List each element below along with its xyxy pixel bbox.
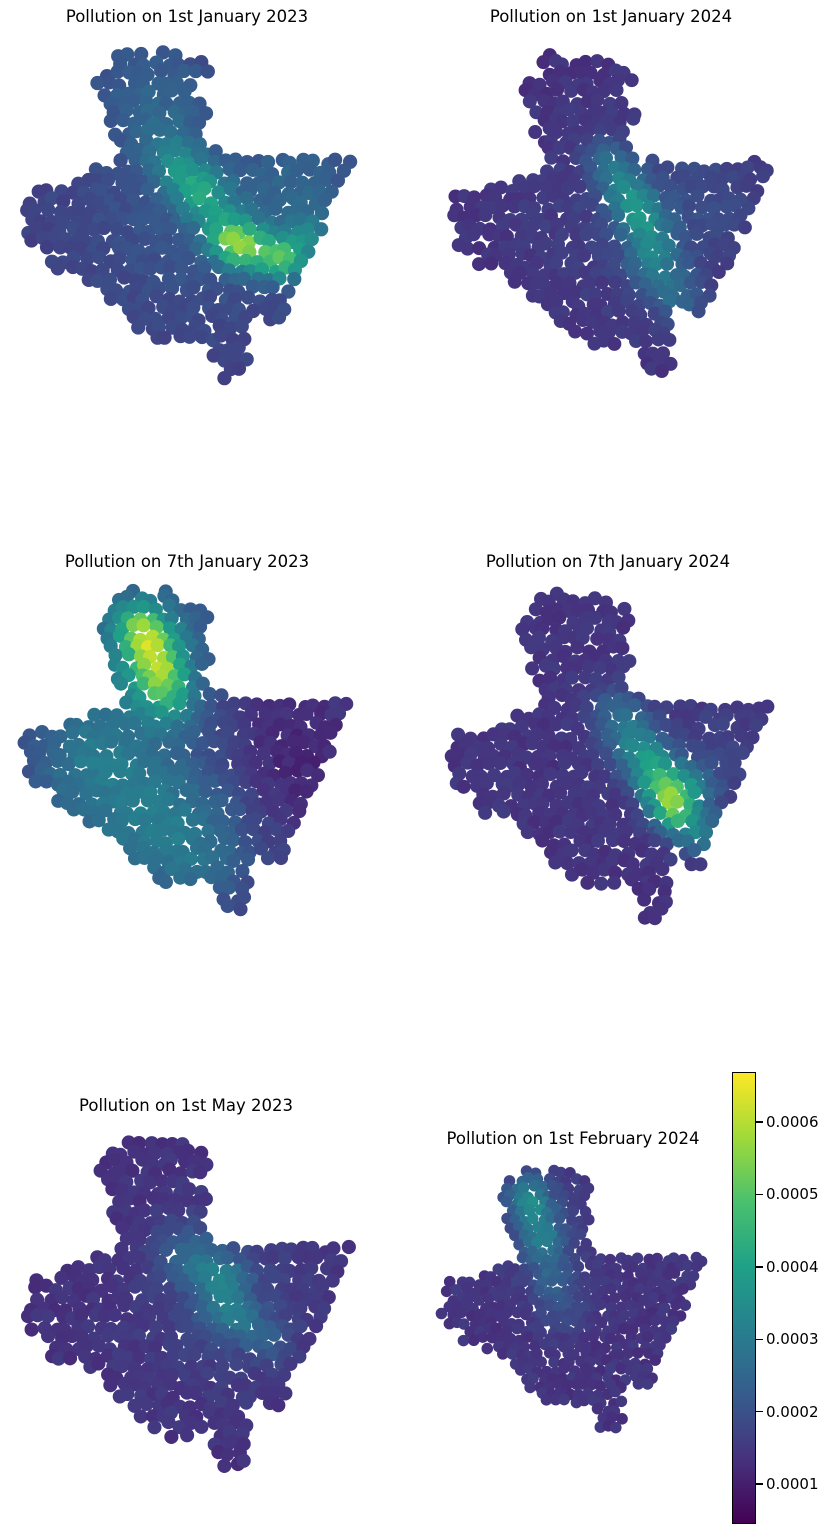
pollution-map-7th-january-2023: [13, 578, 363, 928]
colorbar-tick-label: 0.0002: [766, 1402, 819, 1421]
pollution-map-1st-january-2024: [438, 43, 785, 387]
pollution-map-7th-january-2024: [434, 580, 784, 930]
pollution-map-1st-may-2023: [12, 1122, 363, 1478]
map-title-7th-january-2024: Pollution on 7th January 2024: [485, 552, 731, 571]
map-title-1st-january-2024: Pollution on 1st January 2024: [489, 7, 733, 26]
map-title-7th-january-2023: Pollution on 7th January 2023: [64, 552, 310, 571]
colorbar-tick: [756, 1121, 763, 1123]
colorbar-tick: [756, 1266, 763, 1268]
colorbar-tick-label: 0.0003: [766, 1330, 819, 1349]
colorbar-gradient: [732, 1072, 756, 1524]
colorbar-tick-label: 0.0001: [766, 1475, 819, 1494]
colorbar-tick: [756, 1411, 763, 1413]
colorbar-tick-label: 0.0006: [766, 1112, 819, 1131]
pollution-map-1st-february-2024: [428, 1153, 718, 1443]
colorbar-tick: [756, 1193, 763, 1196]
colorbar-tick-label: 0.0005: [766, 1185, 819, 1204]
map-title-1st-may-2023: Pollution on 1st May 2023: [79, 1096, 293, 1115]
colorbar-tick: [756, 1483, 763, 1485]
pollution-map-1st-january-2023: [10, 33, 364, 390]
map-title-1st-february-2024: Pollution on 1st February 2024: [446, 1129, 700, 1148]
colorbar-tick-label: 0.0004: [766, 1257, 819, 1276]
map-title-1st-january-2023: Pollution on 1st January 2023: [65, 7, 309, 26]
colorbar-tick: [756, 1338, 763, 1340]
